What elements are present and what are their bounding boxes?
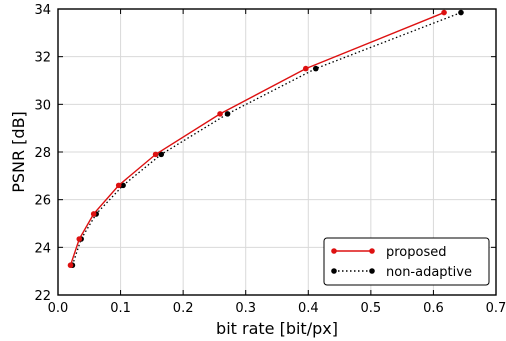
data-point-proposed bbox=[90, 211, 97, 217]
legend-marker-proposed bbox=[369, 248, 375, 254]
data-point-proposed bbox=[217, 111, 223, 117]
legend-box bbox=[323, 237, 490, 286]
data-point-proposed bbox=[302, 65, 309, 72]
y-tick-label: 32 bbox=[34, 51, 51, 66]
x-tick-label: 0.1 bbox=[110, 301, 131, 316]
legend-label-proposed: proposed bbox=[386, 245, 447, 260]
y-tick-label: 30 bbox=[34, 98, 51, 113]
y-tick-label: 28 bbox=[34, 146, 51, 161]
data-point-proposed bbox=[67, 262, 74, 269]
x-tick-label: 0.7 bbox=[486, 301, 506, 316]
legend-entry-proposed: proposed bbox=[331, 245, 447, 260]
x-tick-label: 0.4 bbox=[298, 301, 319, 316]
data-point-non-adaptive bbox=[120, 182, 126, 189]
data-series bbox=[67, 9, 464, 269]
y-tick-label: 26 bbox=[34, 194, 51, 209]
data-point-proposed bbox=[441, 9, 447, 16]
data-point-proposed bbox=[152, 151, 159, 158]
legend-marker-proposed bbox=[331, 248, 337, 254]
legend-marker-non-adaptive bbox=[331, 268, 337, 274]
axis-ticks: 0.0 0.1 0.2 0.3 0.4 0.5 0.6 0.7 22 24 26 28 30 32 34 bbox=[34, 3, 506, 316]
data-point-proposed bbox=[115, 182, 122, 189]
x-tick-label: 0.0 bbox=[48, 301, 69, 316]
data-point-non-adaptive bbox=[224, 111, 231, 117]
x-tick-label: 0.6 bbox=[423, 301, 444, 316]
series-line-proposed bbox=[69, 11, 445, 266]
y-tick-label: 34 bbox=[34, 3, 51, 18]
data-point-non-adaptive bbox=[312, 65, 319, 72]
legend-entry-non-adaptive: non-adaptive bbox=[331, 265, 472, 280]
series-line-non-adaptive bbox=[71, 11, 462, 266]
grid bbox=[58, 9, 496, 295]
x-tick-label: 0.3 bbox=[235, 301, 256, 316]
y-tick-label: 22 bbox=[34, 289, 51, 304]
data-point-non-adaptive bbox=[458, 9, 464, 16]
legend-label-non-adaptive: non-adaptive bbox=[386, 265, 472, 280]
plot-area-frame bbox=[57, 8, 497, 296]
legend: proposed non-adaptive bbox=[323, 237, 490, 286]
y-axis-label: PSNR [dB] bbox=[9, 111, 28, 193]
legend-marker-non-adaptive bbox=[369, 268, 375, 274]
x-tick-label: 0.2 bbox=[173, 301, 194, 316]
data-point-non-adaptive bbox=[158, 151, 165, 158]
x-tick-label: 0.5 bbox=[361, 301, 382, 316]
data-point-proposed bbox=[76, 236, 83, 242]
y-tick-label: 24 bbox=[34, 241, 51, 256]
x-axis-label: bit rate [bit/px] bbox=[216, 319, 338, 338]
